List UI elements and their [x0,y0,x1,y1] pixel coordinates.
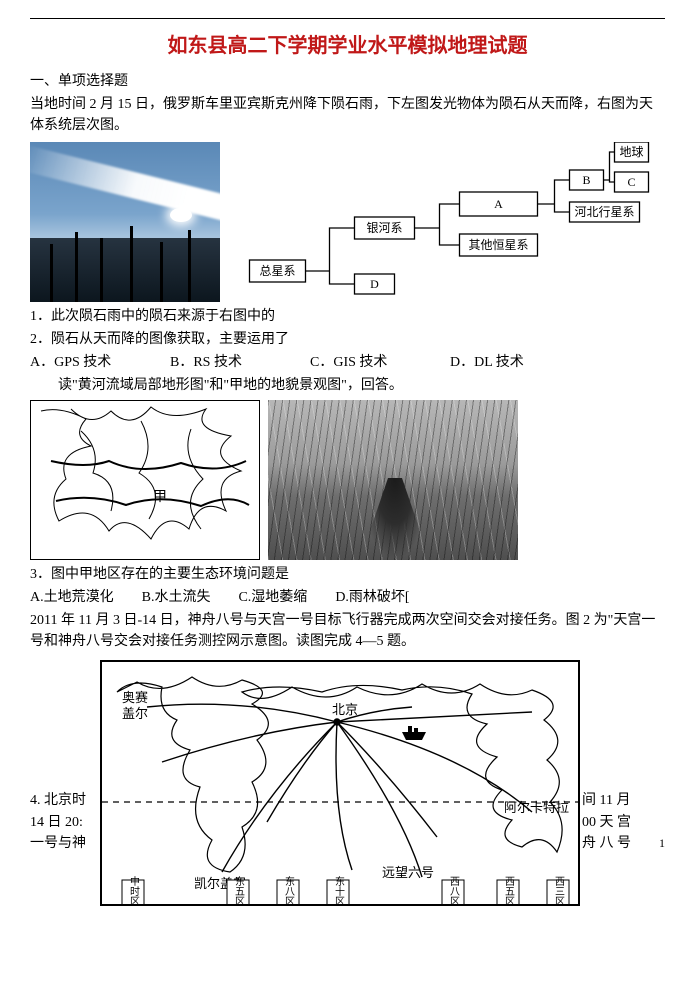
q4-left-3: 一号与神 [30,833,100,855]
page-number: 1 [659,834,665,852]
q3-options: A.土地荒漠化 B.水土流失 C.湿地萎缩 D.雨林破坏[ [30,587,665,608]
q1-text: 1．此次陨石雨中的陨石来源于右图中的 [30,306,665,327]
q3-text: 3．图中甲地区存在的主要生态环境问题是 [30,564,665,585]
yellow-river-map: 甲 [30,400,260,560]
svg-text:中时区: 中时区 [128,875,140,904]
world-wrap: 4. 北京时 14 日 20: 一号与神 [30,660,665,906]
svg-text:地球: 地球 [619,145,643,159]
svg-text:西八区: 西八区 [448,876,460,904]
svg-text:银河系: 银河系 [366,221,402,235]
svg-text:西五区: 西五区 [503,876,515,904]
svg-text:东八区: 东八区 [283,875,295,904]
svg-text:西三区: 西三区 [553,876,565,904]
svg-text:B: B [582,173,590,187]
q2-opt-b: B．RS 技术 [170,352,280,373]
q3-opt-a: A.土地荒漠化 [30,587,114,608]
hierarchy-diagram: 总星系 银河系 D A 其他恒星系 B 河北行星系 地球 C [234,142,665,302]
q2-opt-c: C．GIS 技术 [310,352,420,373]
svg-text:A: A [494,197,503,211]
svg-text:远望六号: 远望六号 [382,865,434,880]
shenzhou-paragraph: 2011 年 11 月 3 日-14 日，神舟八号与天宫一号目标飞行器完成两次空… [30,610,665,652]
q4-left-2: 14 日 20: [30,812,100,834]
svg-text:阿尔卡特拉: 阿尔卡特拉 [504,800,569,815]
q2-options: A．GPS 技术 B．RS 技术 C．GIS 技术 D．DL 技术 [30,352,665,373]
svg-text:总星系: 总星系 [259,264,295,278]
svg-text:奥赛: 奥赛 [122,690,148,705]
q4-right-2: 00 天 宫 [582,812,650,834]
q4-right-3: 舟 八 号 [582,833,650,855]
intro-paragraph: 当地时间 2 月 15 日，俄罗斯车里亚宾斯克州降下陨石雨，下左图发光物体为陨石… [30,94,665,136]
svg-text:北京: 北京 [332,702,358,717]
q3-opt-d: D.雨林破坏[ [335,587,409,608]
svg-text:河北行星系: 河北行星系 [574,205,634,219]
q4-left-1: 4. 北京时 [30,790,100,812]
meteor-photo [30,142,220,302]
doc-title: 如东县高二下学期学业水平模拟地理试题 [30,31,665,61]
q2-text: 2．陨石从天而降的图像获取，主要运用了 [30,329,665,350]
svg-text:东五区: 东五区 [233,875,245,904]
q2-opt-d: D．DL 技术 [450,352,560,373]
figure-row-2: 甲 [30,400,665,560]
q4-right-fragments: 间 11 月 00 天 宫 舟 八 号 [580,660,650,855]
map-intro: 读"黄河流域局部地形图"和"甲地的地貌景观图"，回答。 [30,375,665,396]
q3-opt-b: B.水土流失 [142,587,211,608]
world-map: 奥赛 盖尔 北京 阿尔卡特拉 远望六号 凯尔盖朗 中时区 东五区 [100,660,580,906]
svg-text:东十区: 东十区 [333,875,345,904]
svg-text:其他恒星系: 其他恒星系 [468,238,528,252]
figure-row-1: 总星系 银河系 D A 其他恒星系 B 河北行星系 地球 C [30,142,665,302]
q3-opt-c: C.湿地萎缩 [238,587,307,608]
q4-left-fragments: 4. 北京时 14 日 20: 一号与神 [30,660,100,855]
svg-text:甲: 甲 [153,490,167,505]
q4-right-1: 间 11 月 [582,790,650,812]
top-rule [30,18,665,19]
svg-text:盖尔: 盖尔 [122,706,148,721]
section-heading: 一、单项选择题 [30,71,665,92]
svg-text:D: D [370,277,379,291]
q2-opt-a: A．GPS 技术 [30,352,140,373]
terrain-photo [268,400,518,560]
svg-text:C: C [627,175,635,189]
